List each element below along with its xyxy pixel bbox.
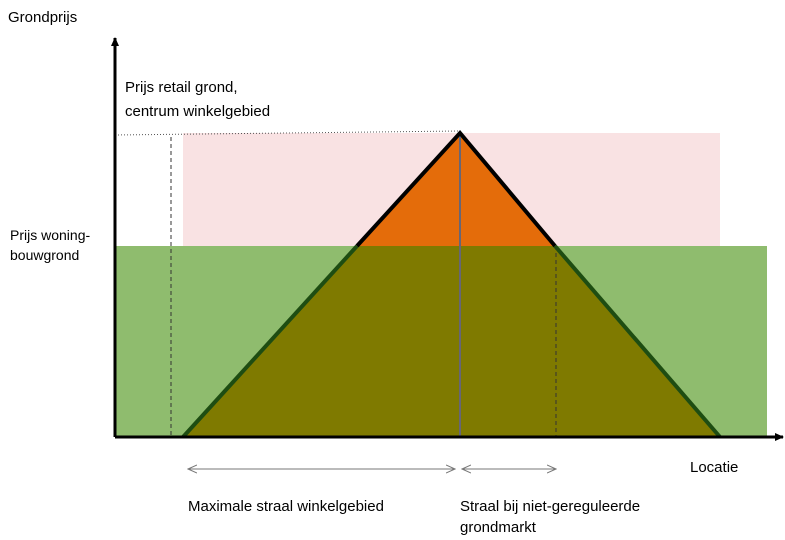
olive-area xyxy=(183,246,720,437)
unregulated-label: Straal bij niet-gereguleerde xyxy=(460,498,640,515)
triangle-edge xyxy=(181,244,359,439)
unregulated-label: grondmarkt xyxy=(460,519,537,536)
retail-label: centrum winkelgebied xyxy=(125,103,270,120)
max-radius-label: Maximale straal winkelgebied xyxy=(188,498,384,515)
triangle-edge xyxy=(553,244,722,439)
dotted-line xyxy=(114,130,461,136)
housing-label: Prijs woning- xyxy=(10,227,90,243)
housing-label: bouwgrond xyxy=(10,247,79,263)
orange-area xyxy=(357,133,555,246)
y-axis-label: Grondprijs xyxy=(8,9,77,26)
triangle-top xyxy=(355,129,557,248)
x-axis-label: Locatie xyxy=(690,459,738,476)
retail-label: Prijs retail grond, xyxy=(125,79,238,96)
